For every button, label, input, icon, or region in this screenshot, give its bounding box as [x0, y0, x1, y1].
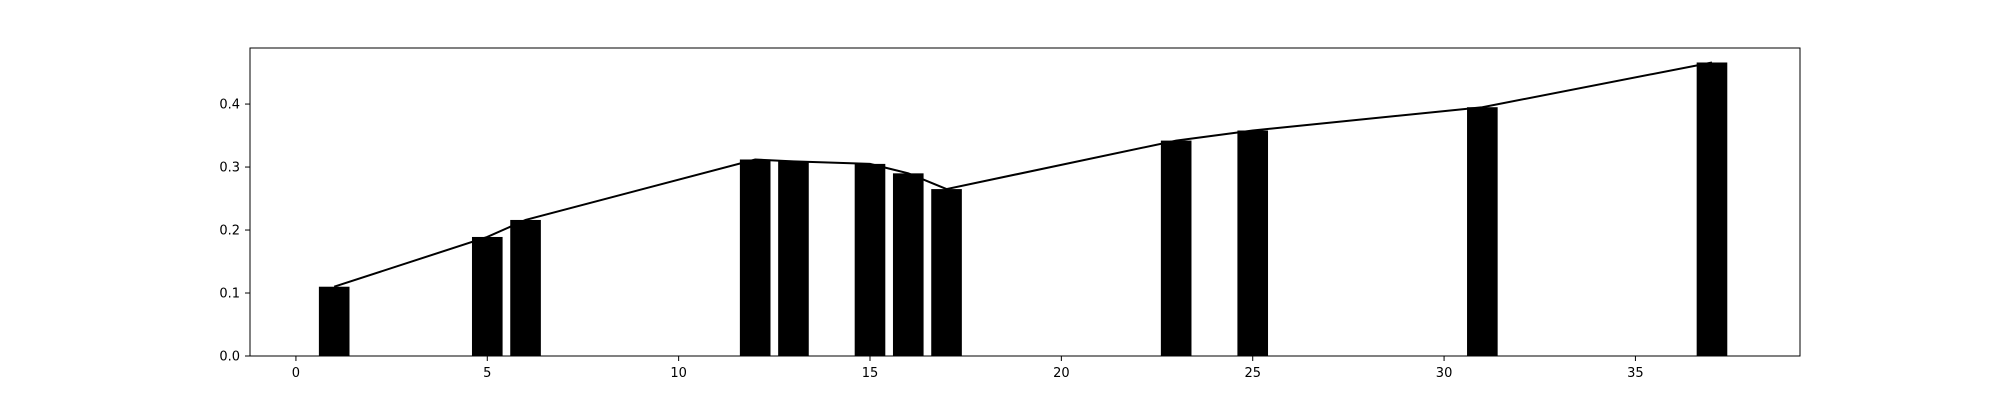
bar — [1467, 107, 1498, 356]
bar — [1160, 140, 1192, 356]
x-tick-label: 0 — [292, 366, 300, 381]
x-axis-ticks: 0 5 10 15 20 25 30 35 — [292, 356, 1644, 381]
y-tick-label: 0.0 — [219, 350, 240, 365]
bar — [778, 161, 809, 356]
bars-group — [318, 62, 1728, 357]
y-tick-label: 0.1 — [219, 287, 240, 302]
y-tick-label: 0.4 — [219, 98, 240, 113]
plot-area-frame — [249, 47, 1801, 357]
x-tick-label: 20 — [1053, 366, 1070, 381]
bar — [318, 286, 350, 356]
x-tick-label: 35 — [1627, 366, 1644, 381]
y-tick-label: 0.2 — [219, 224, 240, 239]
trend-line-group — [333, 61, 1713, 288]
bar — [510, 219, 541, 356]
x-tick-label: 5 — [483, 366, 491, 381]
bar — [892, 173, 924, 356]
bar — [1696, 62, 1728, 357]
x-tick-label: 30 — [1436, 366, 1453, 381]
bar — [739, 159, 771, 356]
bar — [1237, 130, 1269, 356]
bar — [471, 236, 503, 356]
trend-line — [333, 61, 1713, 288]
x-tick-label: 25 — [1244, 366, 1261, 381]
x-tick-label: 15 — [862, 366, 879, 381]
bar — [854, 163, 886, 356]
x-tick-label: 10 — [670, 366, 687, 381]
bar — [931, 189, 962, 356]
y-axis-ticks: 0.0 0.1 0.2 0.3 0.4 — [219, 98, 250, 365]
y-tick-label: 0.3 — [219, 161, 240, 176]
